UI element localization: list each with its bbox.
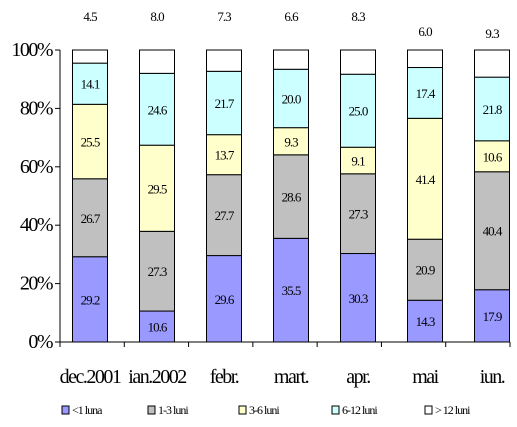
legend-swatch <box>424 405 433 415</box>
legend-label: 3-6 luni <box>249 403 280 417</box>
legend-swatch <box>61 405 70 415</box>
bar-12-luni-segment <box>273 49 309 70</box>
data-label: 27.3 <box>349 207 368 222</box>
bar-12-luni-segment <box>206 49 242 72</box>
bar-1-luna-segment <box>407 299 443 343</box>
y-tick-label: 60% <box>20 156 53 178</box>
bar-12-luni-segment <box>407 49 443 69</box>
data-label: 27.3 <box>148 264 167 279</box>
x-category-label: febr. <box>210 366 239 388</box>
bars: 29.2 26.7 25.5 14.1 10.6 27.3 29.5 24.6 29.6 27.7… <box>72 49 510 343</box>
bar-6-12-luni-segment <box>206 70 242 136</box>
top-data-label: 6.6 <box>284 9 299 24</box>
top-data-label: 9.3 <box>485 26 499 41</box>
data-label: 27.7 <box>215 208 235 223</box>
data-label: 9.3 <box>284 134 298 149</box>
bar-3-6-luni-segment <box>72 103 108 180</box>
bar-1-3-luni-segment <box>206 174 242 257</box>
bar-1-3-luni-segment <box>273 154 309 239</box>
data-label: 28.6 <box>282 190 302 205</box>
top-data-label: 4.5 <box>83 9 97 24</box>
data-label: 10.6 <box>148 320 168 335</box>
bar-1-luna-segment <box>474 289 510 343</box>
bar-3-6-luni-segment <box>139 144 175 232</box>
bar-6-12-luni-segment <box>72 62 108 105</box>
data-label: 41.4 <box>416 172 436 187</box>
top-data-label: 6.0 <box>418 24 432 39</box>
bar-3-6-luni-segment <box>206 134 242 176</box>
bar-6-12-luni-segment <box>340 73 376 148</box>
data-label: 29.5 <box>148 181 167 196</box>
bar-6-12-luni-segment <box>139 72 175 146</box>
x-category-label: dec.2001 <box>60 366 121 388</box>
top-data-label: 7.3 <box>217 9 231 24</box>
data-label: 20.0 <box>282 91 301 106</box>
legend-label: <1 luna <box>72 403 103 417</box>
bar-12-luni-segment <box>139 49 175 74</box>
y-tick-label: 0% <box>28 331 53 353</box>
data-label: 29.6 <box>215 292 235 307</box>
bar-3-6-luni-segment <box>407 117 443 240</box>
data-label: 21.8 <box>483 102 502 117</box>
legend-swatch <box>238 405 247 415</box>
bar-6-12-luni-segment <box>273 68 309 129</box>
axes: 0% 20% 40% 60% 80% 100% dec.2001 ian.2002 febr. m… <box>11 39 511 388</box>
top-data-label: 8.0 <box>150 9 164 24</box>
bar-12-luni-segment <box>72 49 108 64</box>
x-category-label: iun. <box>480 366 505 388</box>
legend-swatch <box>147 405 156 415</box>
data-label: 21.7 <box>215 96 235 111</box>
data-label: 25.5 <box>81 135 100 150</box>
bar-1-luna-segment <box>206 255 242 343</box>
bar-1-3-luni-segment <box>474 171 510 291</box>
legend-label: 6-12 luni <box>342 403 378 417</box>
top-data-label: 8.3 <box>351 9 365 24</box>
data-label: 29.2 <box>81 292 100 307</box>
data-label: 9.1 <box>351 154 365 169</box>
bar-1-luna-segment <box>139 310 175 343</box>
bar-12-luni-segment <box>340 49 376 75</box>
data-label: 20.9 <box>416 263 435 278</box>
y-tick-label: 80% <box>20 97 53 119</box>
data-label: 30.3 <box>349 291 368 306</box>
data-label: 35.5 <box>282 283 301 298</box>
legend-label: > 12 luni <box>435 403 471 417</box>
legend: <1 luna 1-3 luni 3-6 luni 6-12 luni > 12 lun… <box>61 403 472 417</box>
x-category-label: mart. <box>274 366 309 388</box>
y-tick-label: 100% <box>11 39 53 61</box>
top-value-labels: 4.5 8.0 7.3 6.6 8.3 6.0 9.3 <box>83 9 500 41</box>
data-label: 26.7 <box>81 211 101 226</box>
data-label: 40.4 <box>483 224 503 239</box>
bar-6-12-luni-segment <box>407 67 443 119</box>
data-label: 17.4 <box>416 86 436 101</box>
data-label: 24.6 <box>148 102 168 117</box>
y-tick-label: 40% <box>20 214 53 236</box>
y-tick-label: 20% <box>20 273 53 295</box>
data-label: 17.9 <box>483 309 502 324</box>
x-category-label: mai <box>412 366 439 388</box>
data-label: 10.6 <box>483 149 503 164</box>
x-category-label: apr. <box>346 366 370 388</box>
legend-label: 1-3 luni <box>158 403 189 417</box>
bar-3-6-luni-segment <box>474 140 510 173</box>
x-category-label: ian.2002 <box>128 366 186 388</box>
data-label: 13.7 <box>215 148 235 163</box>
bar-1-3-luni-segment <box>340 173 376 255</box>
bar-1-luna-segment <box>72 256 108 343</box>
legend-swatch <box>331 405 340 415</box>
data-label: 25.0 <box>349 104 368 119</box>
data-label: 14.1 <box>81 77 100 92</box>
bar-12-luni-segment <box>474 49 510 78</box>
data-label: 14.3 <box>416 314 435 329</box>
